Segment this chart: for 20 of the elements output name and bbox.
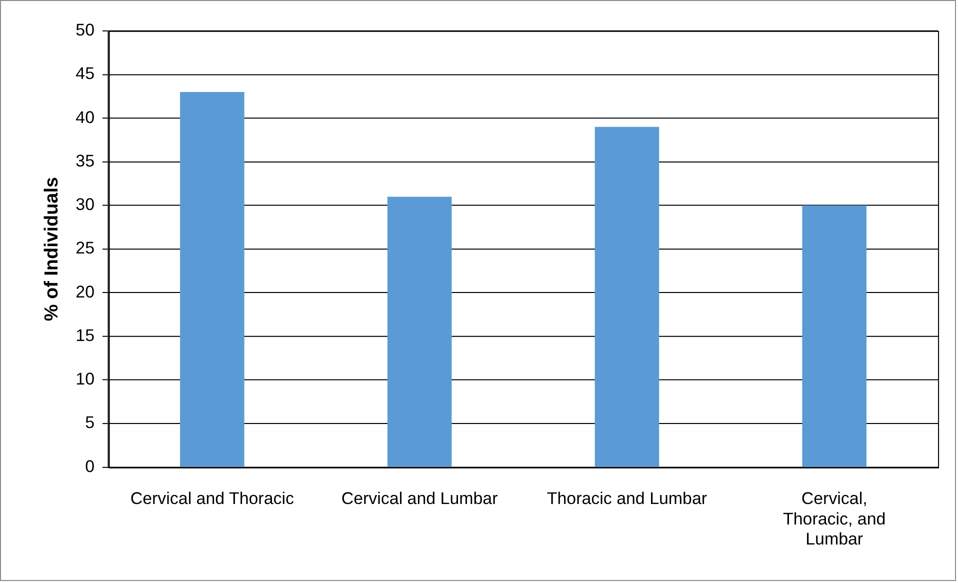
bar <box>594 126 660 467</box>
x-tick-label: Cervical, Thoracic, and Lumbar <box>782 488 886 549</box>
y-tick-label: 45 <box>76 64 95 84</box>
y-axis-title: % of Individuals <box>42 177 63 322</box>
x-tick-label: Cervical and Lumbar <box>341 488 498 508</box>
y-tick-label: 50 <box>76 20 95 40</box>
bar <box>387 196 452 467</box>
y-tick-label: 0 <box>85 456 95 476</box>
x-tick-label: Thoracic and Lumbar <box>546 488 708 508</box>
y-tick-label: 15 <box>76 326 95 345</box>
y-tick-label: 40 <box>76 108 95 127</box>
x-tick-label: Cervical and Thoracic <box>130 488 294 508</box>
bar <box>802 205 866 467</box>
y-tick-label: 20 <box>76 282 95 302</box>
y-tick-label: 35 <box>76 151 95 170</box>
y-tick-label: 5 <box>85 413 95 432</box>
y-tick-label: 25 <box>76 238 95 258</box>
y-tick-label: 30 <box>76 195 95 214</box>
y-tick-label: 10 <box>76 370 95 389</box>
bar <box>180 92 244 467</box>
